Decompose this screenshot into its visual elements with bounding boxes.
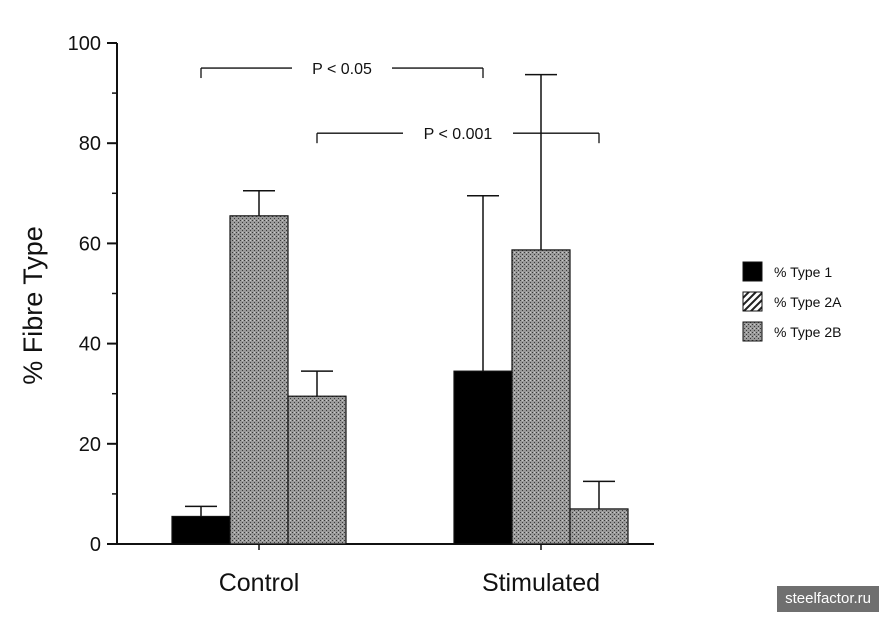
legend: % Type 1 % Type 2A % Type 2B xyxy=(742,261,842,342)
axes: 0 20 40 60 80 100 % Fibre Type Control Stimulate… xyxy=(18,33,654,597)
bar xyxy=(229,215,289,545)
y-tick-label: 20 xyxy=(79,434,101,456)
y-tick-label: 0 xyxy=(90,534,101,556)
legend-swatch xyxy=(742,321,763,342)
y-tick-label: 80 xyxy=(79,133,101,155)
x-category-label: Stimulated xyxy=(482,569,600,597)
legend-swatch xyxy=(742,291,763,312)
bar xyxy=(287,395,347,545)
x-category-label: Control xyxy=(219,569,300,597)
legend-label: % Type 2A xyxy=(774,294,842,310)
y-tick-label: 60 xyxy=(79,233,101,255)
legend-label: % Type 2B xyxy=(774,324,841,340)
y-axis-label: % Fibre Type xyxy=(18,226,48,385)
legend-swatch xyxy=(742,261,763,282)
bars xyxy=(171,73,629,545)
bar xyxy=(511,249,571,545)
significance-label: P < 0.001 xyxy=(424,126,493,143)
watermark: steelfactor.ru xyxy=(777,586,879,612)
bar xyxy=(171,515,231,545)
significance-annotations: P < 0.05 P < 0.001 xyxy=(200,61,600,144)
y-tick-label: 100 xyxy=(68,33,101,55)
bar xyxy=(569,508,629,545)
bar xyxy=(453,370,513,545)
significance-label: P < 0.05 xyxy=(312,61,372,78)
legend-label: % Type 1 xyxy=(774,264,832,280)
y-tick-label: 40 xyxy=(79,334,101,356)
